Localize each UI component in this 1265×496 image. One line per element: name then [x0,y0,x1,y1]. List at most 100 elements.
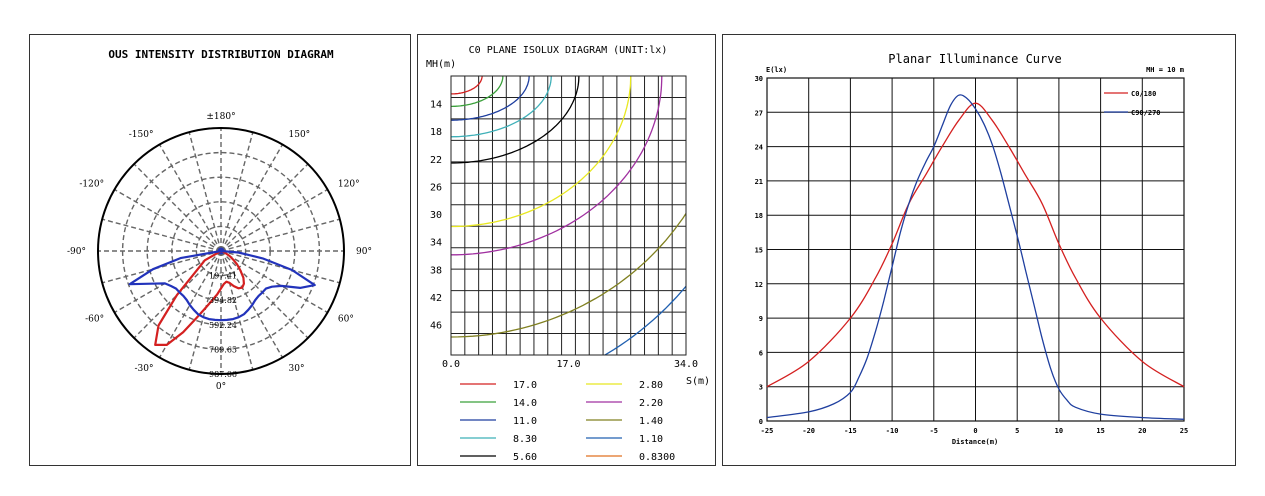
isolux-contour-1.10 [603,285,686,355]
legend-value: 17.0 [513,380,537,391]
y-tick-label: 18 [755,212,763,220]
x-tick-label: 15 [1096,427,1104,435]
angle-spoke [220,250,309,339]
x-tick-label: -5 [930,427,938,435]
y-tick-label: 46 [430,321,442,332]
angle-spoke [220,250,254,370]
intensity-curve-1 [128,249,316,322]
isolux-contour-8.30 [451,76,552,138]
x-tick-label: 17.0 [556,359,580,370]
y-tick-label: 42 [430,293,442,304]
x-tick-label: 5 [1015,427,1019,435]
isolux-contour-11.0 [451,76,530,121]
isolux-title: C0 PLANE ISOLUX DIAGRAM (UNIT:lx) [469,45,668,56]
isolux-chart: C0 PLANE ISOLUX DIAGRAM (UNIT:lx) MH(m) … [426,45,710,463]
radial-label: 592.24 [209,321,237,330]
legend-value: 0.8300 [639,452,675,463]
angle-label: -60° [85,315,104,325]
angle-spoke [220,132,254,252]
x-tick-label: -25 [761,427,774,435]
radial-label: 197.41 [209,272,237,281]
angle-label: 120° [338,180,360,190]
angle-label: -90° [67,247,86,257]
y-tick-label: 0 [759,418,763,426]
y-tick-label: 30 [430,210,442,221]
y-tick-label: 30 [755,75,763,83]
legend-value: 1.10 [639,434,663,445]
illuminance-panel: Planar Illuminance Curve E(lx) MH = 10 m… [722,34,1236,466]
plot-frame [766,77,1185,422]
legend-label: C90/270 [1131,109,1161,117]
angle-label: 0° [216,382,226,392]
y-tick-label: 27 [755,109,763,117]
y-tick-label: 9 [759,315,763,323]
y-tick-label: 12 [755,281,763,289]
angle-spoke [220,144,284,252]
illuminance-chart: Planar Illuminance Curve E(lx) MH = 10 m… [755,52,1189,446]
x-tick-label: -15 [844,427,857,435]
legend-value: 8.30 [513,434,537,445]
angle-spoke [133,163,222,252]
legend-value: 14.0 [513,398,537,409]
y-tick-label: 26 [430,182,442,193]
legend-value: 11.0 [513,416,537,427]
y-tick-label: 6 [759,349,763,357]
illuminance-line-C90/270 [766,94,1185,420]
x-tick-label: -10 [886,427,899,435]
x-tick-label: -20 [802,427,815,435]
y-tick-label: 21 [755,178,763,186]
isolux-y-label: MH(m) [426,59,456,70]
intensity-curve-0 [154,249,245,346]
angle-spoke [188,250,222,370]
isolux-contour-2.20 [451,76,663,256]
contour-group [451,76,686,355]
isolux-contour-17.0 [451,76,483,95]
polar-panel: OUS INTENSITY DISTRIBUTION DIAGRAM ±180°… [29,34,411,466]
angle-spoke [158,250,222,358]
y-tick-label: 14 [430,100,442,111]
legend-value: 2.80 [639,380,663,391]
angle-spoke [220,250,340,284]
isolux-contour-14.0 [451,76,504,108]
angle-spoke [220,163,309,252]
y-tick-label: 15 [755,247,763,255]
radial-label: 789.65 [209,345,237,354]
y-tick-label: 18 [430,127,442,138]
x-tick-label: 34.0 [674,359,698,370]
x-tick-label: 10 [1055,427,1063,435]
y-tick-label: 38 [430,265,442,276]
legend-value: 1.40 [639,416,663,427]
angle-label: 30° [289,364,305,374]
polar-chart: OUS INTENSITY DISTRIBUTION DIAGRAM ±180°… [67,48,372,392]
angle-label: -30° [135,364,154,374]
angle-label: 90° [356,247,372,257]
x-tick-label: 0 [973,427,977,435]
angle-spoke [220,188,328,252]
angle-spoke [133,250,222,339]
radial-label: 394.82 [209,296,237,305]
plot-frame [450,75,687,356]
angle-spoke [102,218,222,252]
illuminance-title: Planar Illuminance Curve [888,52,1061,66]
isolux-x-label: S(m) [686,376,710,387]
angle-label: 150° [289,130,311,140]
legend-value: 5.60 [513,452,537,463]
radial-label: 987.06 [209,370,237,379]
x-tick-label: 0.0 [442,359,460,370]
angle-label: ±180° [206,112,235,122]
x-tick-label: 20 [1138,427,1146,435]
legend-value: 2.20 [639,398,663,409]
angle-spoke [114,188,222,252]
y-tick-label: 22 [430,155,442,166]
angle-label: -150° [129,130,154,140]
outer-ring [97,127,345,375]
angle-spoke [158,144,222,252]
angle-spoke [220,218,340,252]
angle-label: 60° [338,315,354,325]
y-tick-label: 24 [755,144,763,152]
x-tick-label: 25 [1180,427,1188,435]
mounting-height-note: MH = 10 m [1146,66,1184,74]
angle-spoke [220,250,284,358]
angle-spoke [220,250,328,314]
y-tick-label: 3 [759,384,763,392]
